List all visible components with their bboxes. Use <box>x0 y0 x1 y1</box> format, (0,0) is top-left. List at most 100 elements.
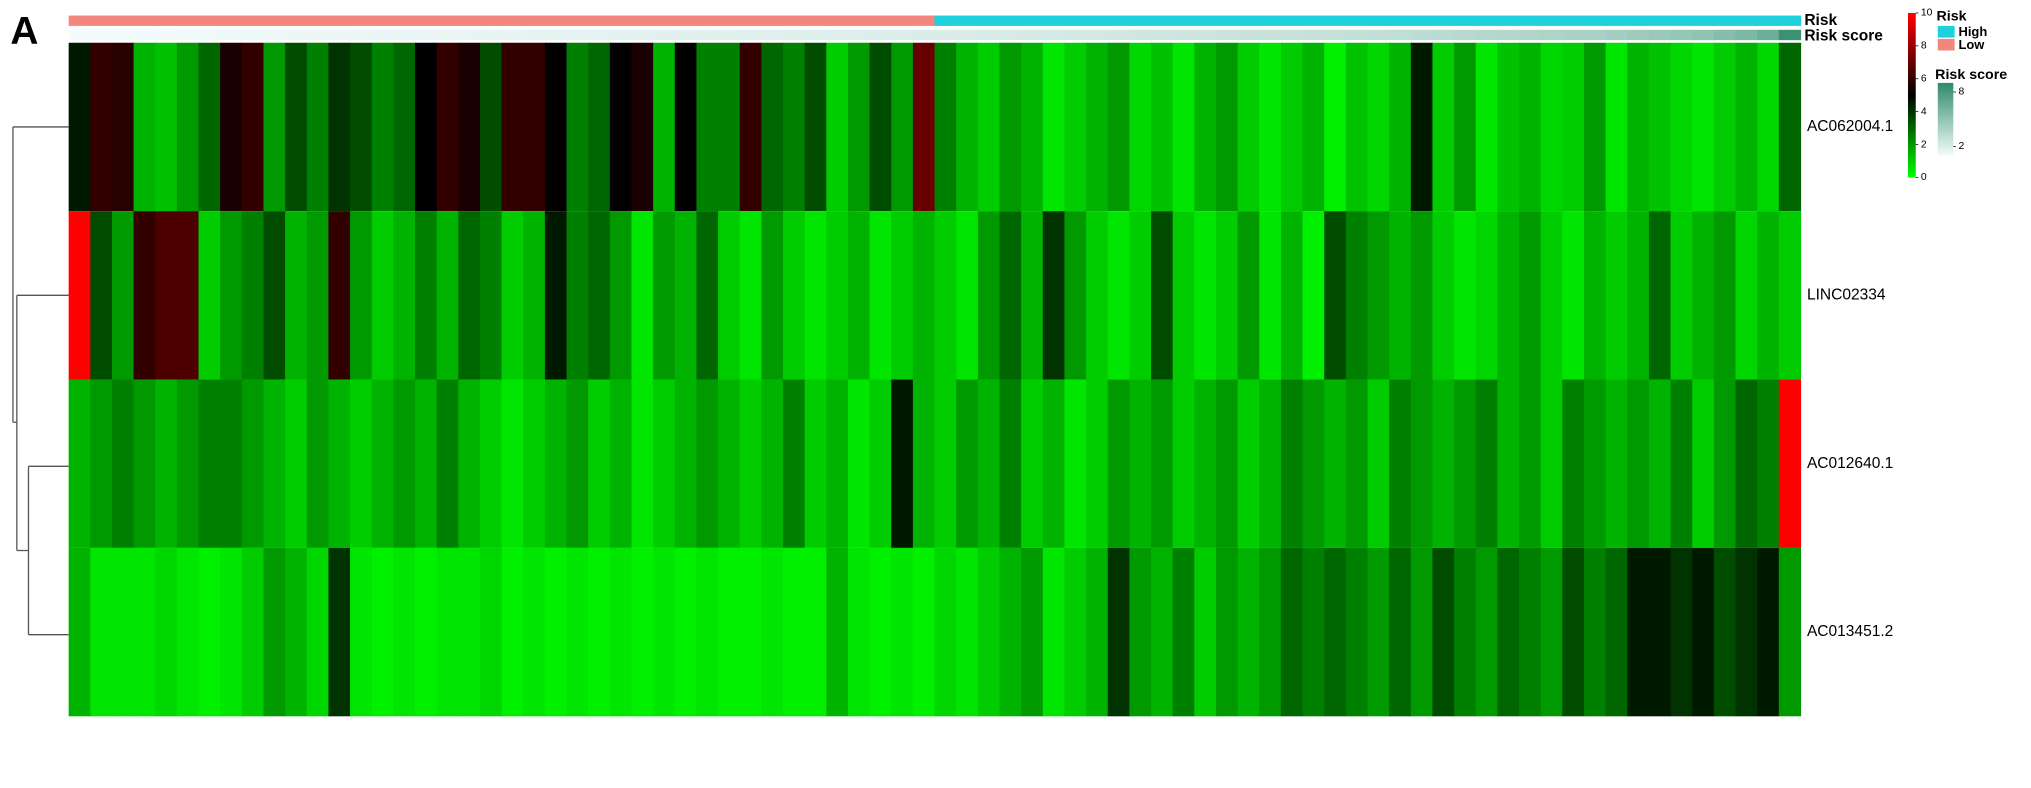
heat-cell <box>1302 211 1325 380</box>
risk-cell <box>415 15 438 26</box>
risk-cell <box>1172 15 1195 26</box>
risk-score-cell <box>934 29 957 41</box>
heat-cell <box>1194 211 1217 380</box>
heat-cell <box>544 379 568 548</box>
risk-score-cell <box>1475 29 1499 41</box>
heat-cell <box>631 547 654 717</box>
heat-cell <box>1021 211 1044 380</box>
heat-cell <box>1129 211 1152 380</box>
heat-cell <box>739 211 763 380</box>
heat-cell <box>1778 42 1802 212</box>
heat-cell <box>198 211 221 380</box>
heat-cell <box>501 379 524 548</box>
heat-cell <box>674 42 698 212</box>
heat-cell <box>674 379 698 548</box>
heat-cell <box>566 379 589 548</box>
heat-cell <box>393 211 416 380</box>
heat-cell <box>1107 42 1131 212</box>
heat-cell <box>1324 211 1347 380</box>
risk-score-cell <box>588 29 611 41</box>
heat-cell <box>999 42 1022 212</box>
risk-cell <box>328 15 351 26</box>
heat-cell <box>306 211 330 380</box>
heat-cell <box>1259 211 1282 380</box>
risk-score-cell <box>479 29 503 41</box>
heat-cell <box>739 379 763 548</box>
risk-score-cell <box>1735 29 1758 41</box>
heat-cell <box>479 379 503 548</box>
risk-score-cell <box>544 29 568 41</box>
risk-score-cell <box>111 29 135 41</box>
risk-cell <box>1021 15 1044 26</box>
heat-cell <box>912 547 936 717</box>
heat-cell <box>350 42 373 212</box>
risk-score-cell <box>783 29 806 41</box>
heat-cell <box>458 211 481 380</box>
heat-cell <box>1670 42 1693 212</box>
risk-cell <box>891 15 914 26</box>
risk-score-cell <box>501 29 524 41</box>
risk-cell <box>436 15 459 26</box>
risk-score-cell <box>1454 29 1477 41</box>
risk-cell <box>1475 15 1499 26</box>
heat-cell <box>68 211 91 380</box>
heat-cell <box>934 379 957 548</box>
risk-score-cell <box>1432 29 1455 41</box>
heat-cell <box>90 547 113 717</box>
risk-cell <box>285 15 308 26</box>
risk-cell <box>241 15 265 26</box>
heat-cell <box>133 42 156 212</box>
heat-cell <box>1410 379 1434 548</box>
heat-cell <box>1151 547 1174 717</box>
heat-cell <box>306 42 330 212</box>
heat-cell <box>176 211 200 380</box>
heat-cell <box>1367 379 1390 548</box>
risk-score-cell <box>1583 29 1607 41</box>
heat-cell <box>155 42 178 212</box>
heat-cell <box>1064 42 1087 212</box>
heat-cell <box>220 211 243 380</box>
risk-score-color-bar <box>1937 82 1954 156</box>
risk-score-cell <box>718 29 741 41</box>
risk-cell <box>1042 15 1066 26</box>
heat-cell <box>1432 547 1455 717</box>
heat-cell <box>176 379 200 548</box>
heat-cell <box>1583 211 1607 380</box>
heat-cell <box>1497 379 1520 548</box>
heat-cell <box>1713 42 1737 212</box>
heat-cell <box>285 42 308 212</box>
heat-cell <box>90 211 113 380</box>
risk-cell <box>1540 15 1563 26</box>
heat-cell <box>1778 211 1802 380</box>
heat-cell <box>609 211 633 380</box>
heat-cell <box>176 547 200 717</box>
heat-cell <box>891 547 914 717</box>
heat-cell <box>1692 42 1715 212</box>
heat-cell <box>306 547 330 717</box>
heat-cell <box>1605 42 1628 212</box>
heat-cell <box>241 547 265 717</box>
heat-cell <box>1389 42 1412 212</box>
heat-cell <box>501 211 524 380</box>
risk-score-cell <box>891 29 914 41</box>
heat-cell <box>1562 379 1585 548</box>
risk-score-cell <box>328 29 351 41</box>
heat-cell <box>1627 42 1650 212</box>
risk-cell <box>1562 15 1585 26</box>
heat-cell <box>1735 379 1758 548</box>
risk-score-cell <box>90 29 113 41</box>
heat-cell <box>718 211 741 380</box>
heat-cell <box>1107 547 1131 717</box>
heat-cell <box>1259 42 1282 212</box>
heat-cell <box>1345 211 1369 380</box>
risk-cell <box>761 15 784 26</box>
heat-cell <box>912 211 936 380</box>
risk-score-cell <box>1151 29 1174 41</box>
risk-cell <box>826 15 849 26</box>
heat-cell <box>1540 379 1563 548</box>
panel-label: A <box>10 10 38 53</box>
risk-score-cell <box>198 29 221 41</box>
heat-cell <box>393 42 416 212</box>
heat-cell <box>761 42 784 212</box>
